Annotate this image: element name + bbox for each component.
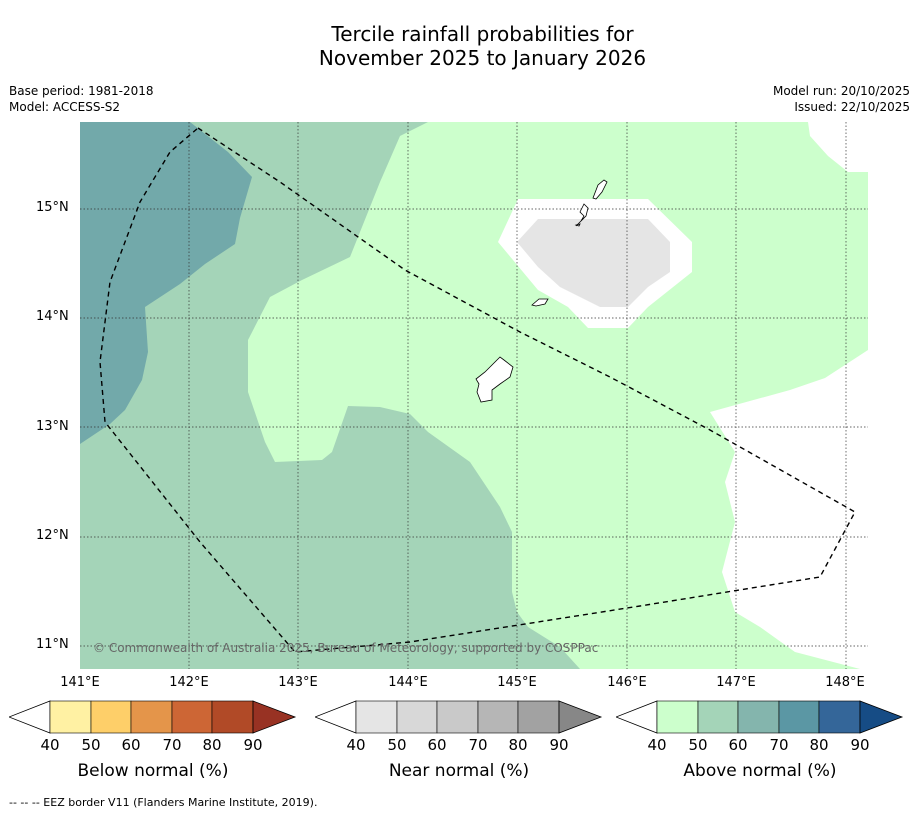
cbar-above-tick: 60 [728,736,748,754]
island-rota [531,298,549,307]
lon-label-148: 148°E [825,675,865,690]
cbar-above-swatch-2 [737,700,780,734]
island-tinian [575,203,589,227]
cbar-below-swatch-4 [211,700,254,734]
cbar-above-tick: 40 [647,736,667,754]
cbar-below-tick: 70 [162,736,182,754]
model-name: Model: ACCESS-S2 [9,100,121,114]
island-outlines [475,179,608,403]
cbar-above-tick: 70 [769,736,789,754]
cbar-above-swatch-3 [778,700,820,734]
cbar-above-swatch-4 [818,700,861,734]
cbar-above-tick: 80 [809,736,829,754]
cbar-below-under-arrow [9,700,51,734]
cbar-above-swatch-0 [656,700,699,734]
above-60-region [80,122,252,444]
lon-label-143: 143°E [278,675,318,690]
base-period: Base period: 1981-2018 [9,84,154,98]
eez-border [99,127,856,653]
cbar-near-swatch-2 [436,700,479,734]
cbar-below-swatch-0 [49,700,92,734]
forecast-map [80,122,868,669]
eez-footnote: -- -- -- EEZ border V11 (Flanders Marine… [9,796,318,809]
cbar-below-tick: 40 [40,736,60,754]
map-title: Tercile rainfall probabilities for Novem… [0,22,919,70]
cbar-above-swatch-1 [697,700,739,734]
grid-lines [80,122,868,669]
copyright-credit: © Commonwealth of Australia 2025, Bureau… [93,641,599,655]
island-saipan [592,179,608,200]
cbar-near-swatch-4 [517,700,560,734]
colorbar-above [616,700,904,736]
cbar-below-tick: 80 [202,736,222,754]
colorbar-below [9,700,297,736]
cbar-near-under-arrow [315,700,357,734]
lon-label-147: 147°E [716,675,756,690]
cbar-near-swatch-0 [355,700,398,734]
colorbar-near-graphic [315,700,603,734]
lon-label-146: 146°E [607,675,647,690]
meta-left: Base period: 1981-2018 Model: ACCESS-S2 [9,83,154,115]
lon-label-142: 142°E [169,675,209,690]
colorbar-below-graphic [9,700,297,734]
cbar-below-swatch-1 [90,700,132,734]
cbar-near-tick: 40 [346,736,366,754]
no-category-top-right [808,122,868,172]
no-category-east [710,350,868,669]
lon-label-145: 145°E [497,675,537,690]
near-normal-40-region [517,219,670,307]
cbar-above-tick: 90 [850,736,870,754]
lat-label-13: 13°N [36,419,69,434]
cbar-near-swatch-1 [396,700,438,734]
lon-label-141: 141°E [60,675,100,690]
cbar-below-tick: 50 [81,736,101,754]
cbar-near-swatch-5 [558,700,603,734]
cbar-below-swatch-3 [171,700,213,734]
island-guam [475,356,514,403]
cbar-near-tick: 80 [508,736,528,754]
lat-label-11: 11°N [36,637,69,652]
cbar-near-tick: 70 [468,736,488,754]
cbar-near-tick: 50 [387,736,407,754]
cbar-near-tick: 90 [549,736,569,754]
colorbar-below-title: Below normal (%) [77,761,229,781]
issued-date: Issued: 22/10/2025 [794,100,910,114]
lon-label-144: 144°E [388,675,428,690]
cbar-above-swatch-5 [859,700,904,734]
cbar-above-tick: 50 [688,736,708,754]
cbar-below-tick: 90 [243,736,263,754]
lat-label-12: 12°N [36,528,69,543]
lat-label-15: 15°N [36,200,69,215]
cbar-above-under-arrow [616,700,658,734]
title-line-2: November 2025 to January 2026 [318,46,647,70]
cbar-near-tick: 60 [427,736,447,754]
cbar-near-swatch-3 [477,700,519,734]
title-line-1: Tercile rainfall probabilities for [331,22,634,46]
colorbar-above-title: Above normal (%) [683,761,837,781]
island-aguijan [574,223,581,227]
lat-label-14: 14°N [36,309,69,324]
meta-right: Model run: 20/10/2025 Issued: 22/10/2025 [773,83,910,115]
colorbar-near-title: Near normal (%) [388,761,530,781]
cbar-below-swatch-2 [130,700,173,734]
model-run: Model run: 20/10/2025 [772,84,910,98]
cbar-below-swatch-5 [252,700,297,734]
cbar-below-tick: 60 [121,736,141,754]
colorbar-near [315,700,603,736]
colorbar-above-graphic [616,700,904,734]
